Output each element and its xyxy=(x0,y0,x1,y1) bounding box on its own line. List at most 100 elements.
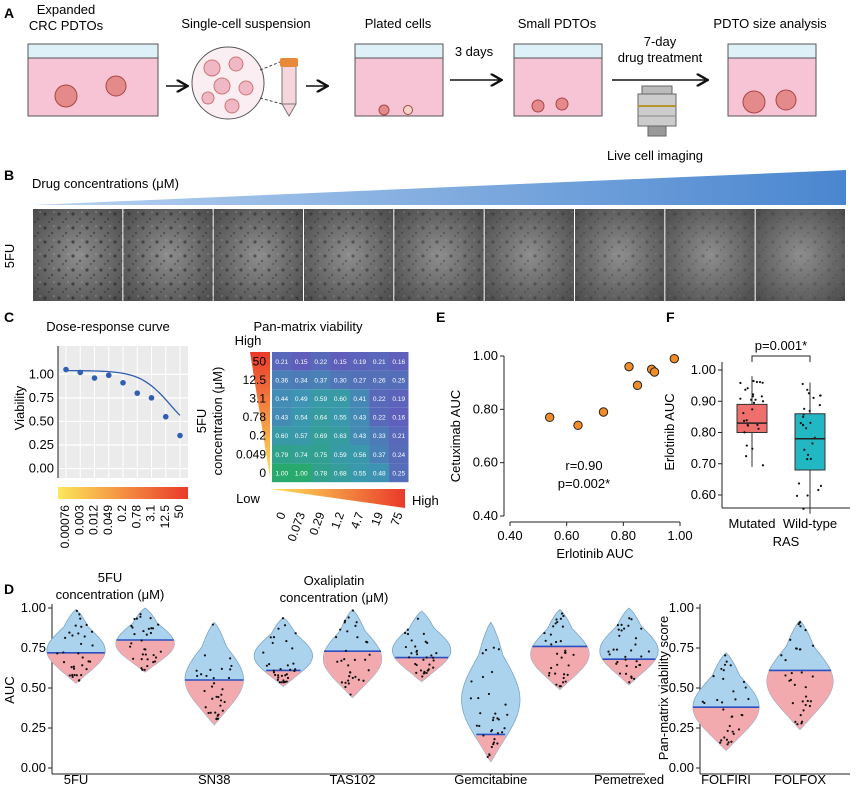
dose-ytick: 0.00 xyxy=(29,461,54,476)
violin-point xyxy=(432,659,435,662)
violin-point xyxy=(355,621,358,624)
violin-point xyxy=(723,736,726,739)
violin-point xyxy=(211,697,214,700)
violin-point xyxy=(406,628,409,631)
heatmap-value: 1.00 xyxy=(295,470,308,477)
box-jitter-point xyxy=(756,423,759,426)
box-ytick: 0.80 xyxy=(691,425,716,440)
violin-point xyxy=(140,657,143,661)
violin-point xyxy=(620,629,623,632)
box-jitter-point xyxy=(809,421,812,424)
violin-point xyxy=(215,717,218,720)
pan-matrix-heatmap: 0.21 0.15 0.22 0.15 0.19 0.21 0.16 0.36 0.34 0.37… xyxy=(236,352,409,543)
violin-point xyxy=(562,614,565,618)
violin-point xyxy=(291,647,294,650)
matrix-xtick: 19 xyxy=(368,510,386,528)
violin-point xyxy=(277,676,280,679)
heatmap-cell xyxy=(311,445,331,464)
microscopy-tile-texture xyxy=(304,209,394,301)
violin-point xyxy=(285,680,288,683)
dose-point xyxy=(91,375,98,381)
violin-point xyxy=(634,637,638,640)
heatmap-cell xyxy=(272,370,292,390)
violin-lower-folfox xyxy=(766,670,834,730)
heatmap-cell xyxy=(350,463,370,483)
violin-point xyxy=(556,620,559,624)
violin-point xyxy=(152,661,155,664)
dose-response-chart: 1.00 0.75 0.50 0.25 0.00 xyxy=(29,346,188,478)
violin-point xyxy=(554,640,558,644)
violin-point xyxy=(421,675,424,678)
violin-point xyxy=(566,673,569,676)
violin-point xyxy=(62,651,65,654)
heatmap-value: 0.55 xyxy=(334,415,347,422)
violin-point xyxy=(211,623,214,626)
violin-point xyxy=(221,709,224,712)
violin-point xyxy=(728,724,731,728)
step-size-analysis: PDTO size analysis xyxy=(713,16,827,31)
scatter-point xyxy=(598,407,609,417)
violin-point xyxy=(78,679,81,682)
violin-point xyxy=(204,706,207,709)
violin-point xyxy=(634,643,637,646)
violin-point xyxy=(415,671,418,674)
violin-point xyxy=(272,669,275,672)
violin-point xyxy=(562,673,566,676)
violin-lower-sn38 xyxy=(185,680,244,725)
violin-ytick: 1.00 xyxy=(21,600,46,615)
box-jitter-point xyxy=(751,447,754,450)
violin-point xyxy=(793,683,796,686)
violin-point xyxy=(70,666,73,669)
violin-point xyxy=(214,711,217,714)
heatmap-cell xyxy=(369,445,389,464)
violin-point xyxy=(366,641,369,644)
heatmap-cell xyxy=(389,426,409,445)
box-xtick: Mutated xyxy=(729,516,776,531)
box-jitter-point xyxy=(819,484,823,487)
violin-point xyxy=(74,624,77,627)
box-ylabel: Erlotinib AUC xyxy=(662,393,677,470)
violin-point xyxy=(504,703,507,706)
violin-point xyxy=(481,675,485,679)
dose-xtick: 0.003 xyxy=(72,505,86,535)
violin-point xyxy=(130,642,133,645)
violin-point xyxy=(615,662,618,665)
matrix-xlabel-1: Oxaliplatin xyxy=(304,573,365,588)
violin-point xyxy=(564,680,567,683)
heatmap-cell xyxy=(291,352,311,371)
dose-xtick: 0.012 xyxy=(87,505,101,535)
heatmap-cell xyxy=(369,370,389,390)
box-chart: 1.00 0.90 0.80 0.70 0.60 p=0.001* Mutated Wild-… xyxy=(662,338,850,549)
box-jitter-point xyxy=(802,415,805,418)
heatmap-cell xyxy=(389,352,409,371)
violin-point xyxy=(547,674,551,677)
violin-point xyxy=(347,664,350,667)
violin-point xyxy=(494,712,497,715)
matrix-ytick: 0.2 xyxy=(249,429,266,443)
violin-point xyxy=(85,668,88,671)
matrix-high2-label: High xyxy=(412,493,439,508)
violin-xtick: 5FU xyxy=(64,772,89,787)
violin2-ytick: 0.25 xyxy=(669,720,694,735)
heatmap-value: 0.48 xyxy=(373,470,386,477)
violin-point xyxy=(811,644,815,647)
step-expanded-line2: CRC PDTOs xyxy=(29,18,104,33)
violin-point xyxy=(334,635,338,639)
box-jitter-point xyxy=(751,395,754,398)
violin-point xyxy=(635,660,638,663)
violin-point xyxy=(209,711,212,714)
violin-point xyxy=(620,623,623,626)
box-jitter-point xyxy=(797,482,801,485)
violin-point xyxy=(410,639,413,642)
violin-point xyxy=(85,623,88,626)
violin-point xyxy=(282,681,285,684)
box-jitter-point xyxy=(760,395,763,398)
dose-xtick: 12.5 xyxy=(158,505,172,529)
heatmap-cell xyxy=(311,463,331,483)
violin-point xyxy=(135,617,139,620)
heatmap-cell xyxy=(291,370,311,390)
violin-point xyxy=(726,729,729,733)
violin-point xyxy=(262,651,265,654)
heatmap-cell xyxy=(311,426,331,445)
violin-point xyxy=(624,658,627,661)
